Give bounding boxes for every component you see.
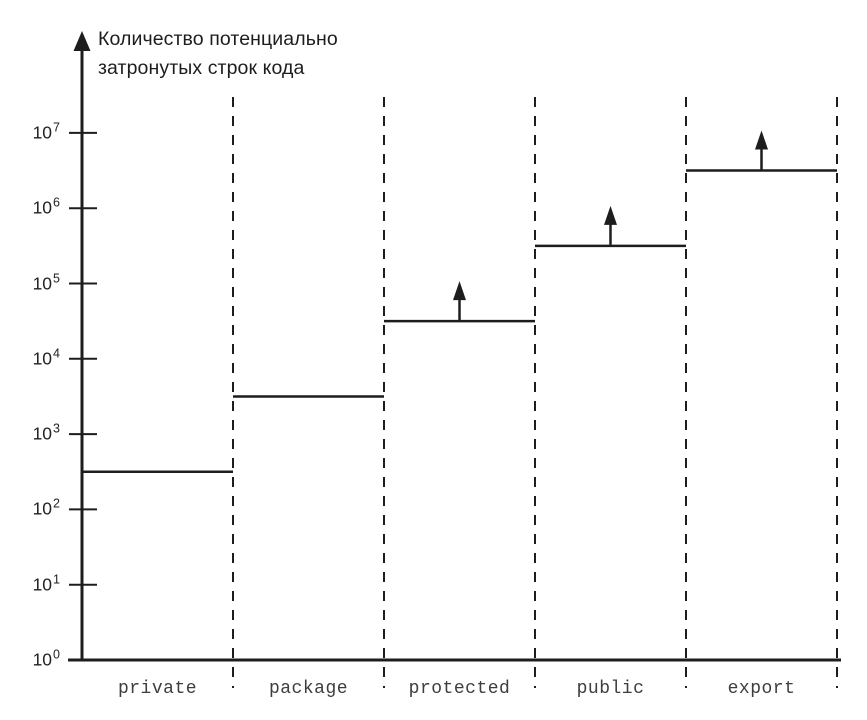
chart-title: Количество потенциально затронутых строк… xyxy=(98,25,338,83)
y-tick-label-10e3: 103 xyxy=(32,421,60,444)
x-axis-label-public: public xyxy=(576,679,645,699)
x-axis-labels: private package protected public export xyxy=(0,679,867,705)
y-axis-arrowhead xyxy=(73,31,91,51)
y-tick-label-10e2: 102 xyxy=(32,497,60,519)
y-tick-labels: 100 101 102 103 104 105 106 107 xyxy=(0,0,60,720)
chart-title-line2: затронутых строк кода xyxy=(98,57,305,79)
x-axis-label-private: private xyxy=(117,679,198,699)
x-axis-label-package: package xyxy=(268,679,349,699)
up-arrow-head-protected xyxy=(453,281,466,301)
y-tick-label-10e7: 107 xyxy=(32,120,60,143)
y-tick-label-10e1: 101 xyxy=(32,572,60,595)
y-tick-label-10e4: 104 xyxy=(32,346,60,369)
up-arrow-head-export xyxy=(755,130,768,150)
x-axis-label-protected: protected xyxy=(408,679,511,699)
up-arrow-head-public xyxy=(604,205,617,225)
x-axis-label-export: export xyxy=(727,679,796,699)
y-tick-label-10e5: 105 xyxy=(32,271,60,294)
chart-title-line1: Количество потенциально xyxy=(98,28,338,50)
y-tick-label-10e6: 106 xyxy=(32,195,60,218)
y-tick-label-10e0: 100 xyxy=(32,647,60,670)
